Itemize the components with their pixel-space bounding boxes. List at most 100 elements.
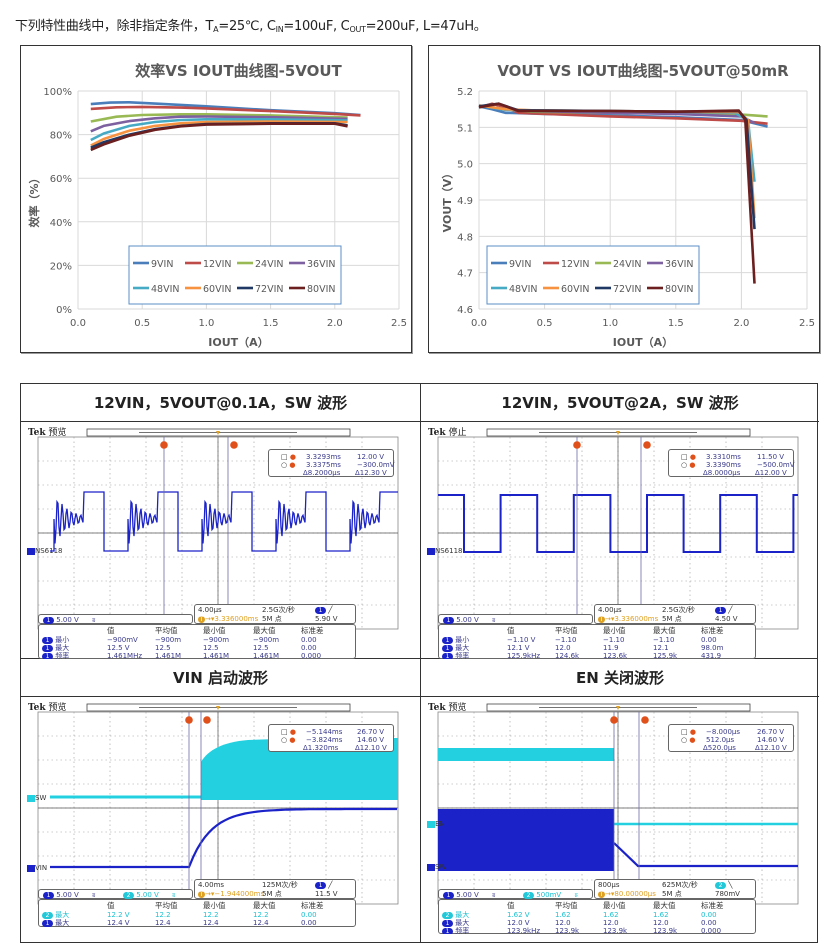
cursor-a-marker[interactable] [185, 716, 193, 724]
series-line-12vin [90, 105, 361, 117]
channel-badge[interactable]: 1 [443, 891, 454, 899]
trigger-channel[interactable]: 2 [715, 881, 726, 889]
acquisition-status: 预览 [48, 428, 67, 438]
horizontal-position[interactable]: 3.336000ms [614, 615, 659, 623]
series-line-80vin [478, 102, 756, 284]
channel-scale[interactable]: 5.00 V [456, 891, 479, 899]
cursor-a-voltage: 26.70 V [357, 728, 385, 736]
channel-badge[interactable]: 2 [523, 891, 534, 899]
channel-badge[interactable]: 1 [43, 891, 54, 899]
measurement-value: 98.0m [701, 644, 724, 652]
measurement-value: 0.00 [301, 636, 317, 644]
measurement-value: 0.00 [701, 636, 717, 644]
measurement-name: 最大 [455, 911, 470, 919]
caption-ta: T [205, 19, 214, 34]
legend-label: 48VIN [151, 284, 180, 295]
measurement-value: 125.9kHz [507, 652, 541, 659]
caption-cout-sub: OUT [349, 25, 366, 34]
timebase-settings: 4.00µs T →▾3.336000ms 2.5G次/秒 5M 点 1 ╱ 5.… [194, 604, 356, 624]
channel-scale[interactable]: 5.00 V [136, 891, 159, 899]
measurement-value: −900m [253, 636, 280, 644]
trigger-position-marker [216, 431, 220, 435]
series-line-72vin [478, 102, 756, 230]
legend-label: 9VIN [151, 259, 173, 270]
oscilloscope-capture: Tek 预览 EN SW □ ● ○ ● −8.000µs 26.70 V 512.0… [421, 698, 819, 934]
x-tick-label: 1.0 [602, 318, 618, 329]
trace-label: NS6118 [435, 547, 463, 555]
cursor-b-marker[interactable] [203, 716, 211, 724]
measurement-value: 12.1 [653, 644, 669, 652]
measurement-header: 平均值 [155, 626, 178, 635]
series-line-48vin [90, 118, 348, 142]
measurement-header: 值 [507, 901, 515, 910]
row-divider [21, 658, 817, 659]
acquisition-status: 预览 [448, 703, 467, 713]
measurement-value: 0.00 [301, 911, 317, 919]
trigger-channel[interactable]: 1 [715, 606, 726, 614]
cursor-b-voltage: 14.60 V [757, 736, 785, 744]
trace-marker-ch1: NS6118 [27, 547, 63, 555]
measurement-value: 0.00 [701, 911, 717, 919]
scope-header: Tek 预览 [28, 425, 67, 438]
measurement-value: 12.2 V [107, 911, 130, 919]
measurement-value: 12.0 [555, 644, 571, 652]
cursor-b-time: 3.3390ms [706, 461, 741, 469]
channel-scale[interactable]: 5.00 V [56, 616, 79, 624]
measurement-name: 最大 [55, 911, 70, 919]
cursor-a-marker[interactable] [160, 441, 168, 449]
waveform-trace [613, 842, 798, 868]
caption-cout-value: =200uF, L=47uH。 [365, 19, 487, 34]
measurement-value: 1.62 [555, 911, 571, 919]
trigger-position-marker [216, 706, 220, 710]
x-tick-label: 1.5 [668, 318, 684, 329]
measurement-channel: 1 [442, 644, 453, 652]
cursor-a-voltage: 11.50 V [757, 453, 785, 461]
cursor-b-time: 3.3375ms [306, 461, 341, 469]
measurement-header: 标准差 [301, 901, 324, 910]
x-tick-label: 1.5 [263, 318, 279, 329]
y-tick-label: 100% [43, 87, 72, 98]
cursor-a-marker[interactable] [610, 716, 618, 724]
measurement-channel: 1 [442, 636, 453, 644]
measurement-value: 1.62 [603, 911, 619, 919]
channel-scale[interactable]: 5.00 V [456, 616, 479, 624]
trigger-channel[interactable]: 1 [315, 606, 326, 614]
cursor-a-time: 3.3293ms [306, 453, 341, 461]
x-tick-label: 2.5 [799, 318, 815, 329]
legend-label: 60VIN [561, 284, 590, 295]
time-per-division[interactable]: 4.00µs [198, 606, 222, 614]
brand-logo: Tek [28, 428, 46, 438]
measurement-value: 0.00 [701, 919, 717, 927]
cursor-b-marker[interactable] [641, 716, 649, 724]
trigger-level[interactable]: 5.90 V [315, 615, 338, 623]
bandwidth-limit-icon: ʬ [492, 617, 496, 624]
time-per-division[interactable]: 4.00ms [198, 881, 225, 889]
trigger-level[interactable]: 11.5 V [315, 890, 338, 898]
measurement-name: 频率 [55, 652, 70, 659]
channel-scale[interactable]: 500mV [536, 891, 562, 899]
measurement-header: 最小值 [203, 626, 226, 635]
cursor-b-marker[interactable] [230, 441, 238, 449]
cursor-a-marker[interactable] [573, 441, 581, 449]
time-per-division[interactable]: 4.00µs [598, 606, 622, 614]
horizontal-position[interactable]: 3.336000ms [214, 615, 259, 623]
trace-label: EN [435, 820, 445, 828]
trigger-level[interactable]: 780mV [715, 890, 740, 898]
scope-header: Tek 预览 [28, 700, 67, 713]
waveform-trace [50, 491, 398, 552]
channel-badge[interactable]: 2 [123, 891, 134, 899]
horizontal-position[interactable]: −1.944000ms [214, 890, 265, 898]
measurement-header: 最小值 [603, 626, 626, 635]
measurement-value: −1.10 V [507, 636, 536, 644]
horizontal-position[interactable]: 80.00000µs [614, 890, 656, 898]
bandwidth-limit-icon: ʬ [92, 892, 96, 899]
channel-badge[interactable]: 1 [43, 616, 54, 624]
trigger-level[interactable]: 4.50 V [715, 615, 738, 623]
legend-label: 72VIN [613, 284, 642, 295]
time-per-division[interactable]: 800µs [598, 881, 620, 889]
channel-badge[interactable]: 1 [443, 616, 454, 624]
channel-scale[interactable]: 5.00 V [56, 891, 79, 899]
cursor-b-marker[interactable] [643, 441, 651, 449]
cursor-b-voltage: −300.0mV [357, 461, 395, 469]
trigger-channel[interactable]: 1 [315, 881, 326, 889]
